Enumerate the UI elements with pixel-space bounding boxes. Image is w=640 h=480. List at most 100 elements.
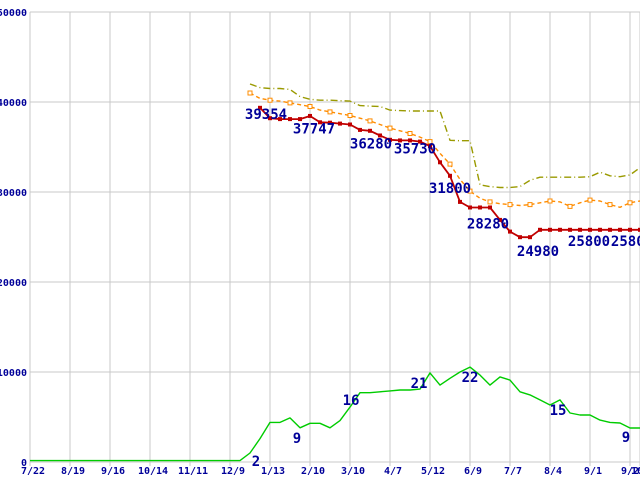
data-point-marker xyxy=(408,138,412,143)
x-axis-tick-label: 12/9 xyxy=(221,466,245,477)
data-point-marker xyxy=(287,100,293,106)
data-point-marker xyxy=(538,227,542,232)
data-point-marker xyxy=(307,104,313,109)
data-point-marker xyxy=(458,199,462,204)
data-value-label: 25800 xyxy=(568,234,610,250)
data-point-marker xyxy=(508,229,512,234)
olive-dashdot-line xyxy=(249,83,640,189)
data-point-marker xyxy=(598,227,602,232)
x-axis-tick-label: 9/29 xyxy=(621,466,640,477)
data-point-marker xyxy=(347,113,353,118)
data-point-marker xyxy=(518,235,522,240)
y-axis-tick-label: 10000 xyxy=(0,368,27,379)
x-axis-tick-label: 7/22 xyxy=(21,466,45,477)
data-point-marker xyxy=(328,120,332,125)
x-axis-tick-label: 4/7 xyxy=(384,466,402,477)
data-point-marker xyxy=(327,109,333,115)
data-value-label: 28280 xyxy=(467,216,509,232)
data-value-label: 25800 xyxy=(611,234,640,250)
data-point-marker xyxy=(607,202,613,208)
data-point-marker xyxy=(527,202,533,208)
data-point-marker xyxy=(608,227,612,232)
y-axis-tick-label: 40000 xyxy=(0,98,27,109)
data-point-marker xyxy=(547,198,553,204)
data-point-marker xyxy=(558,227,562,232)
data-point-marker xyxy=(507,202,513,208)
x-axis-tick-label: 5/12 xyxy=(421,466,445,477)
data-point-marker xyxy=(628,227,632,232)
x-axis-tick-label: 10/14 xyxy=(138,466,168,477)
x-axis-tick-label: 9/1 xyxy=(584,466,602,477)
data-point-marker xyxy=(567,203,573,209)
data-point-marker xyxy=(447,161,453,167)
x-axis-tick-label: 8/19 xyxy=(61,466,85,477)
x-axis-tick-label: 2/10 xyxy=(301,466,325,477)
y-axis-tick-label: 20000 xyxy=(0,278,27,289)
data-point-marker xyxy=(587,197,593,203)
data-point-marker xyxy=(428,144,432,149)
data-point-marker xyxy=(627,200,633,206)
orange-dashed-line xyxy=(249,92,640,209)
gridlines xyxy=(29,11,640,466)
data-point-marker xyxy=(478,205,482,210)
data-point-marker xyxy=(268,116,272,121)
x-axis-tick-label: 7/7 xyxy=(504,466,522,477)
data-value-label: 9 xyxy=(622,430,630,446)
data-point-marker xyxy=(467,188,473,194)
data-value-label: 16 xyxy=(343,393,360,409)
x-axis-tick-label: 11/11 xyxy=(178,466,208,477)
data-point-marker xyxy=(368,128,372,133)
data-point-marker xyxy=(488,205,492,210)
data-value-label: 2 xyxy=(252,454,260,470)
data-point-marker xyxy=(398,138,402,143)
data-point-marker xyxy=(448,173,452,178)
data-value-label: 9 xyxy=(293,431,301,447)
x-axis-tick-label: 9/16 xyxy=(101,466,125,477)
data-point-marker xyxy=(468,205,472,210)
data-point-marker xyxy=(588,227,592,232)
data-point-marker xyxy=(427,139,433,145)
data-value-label: 24980 xyxy=(517,244,559,260)
data-point-marker xyxy=(618,227,622,232)
data-value-label: 22 xyxy=(462,370,479,386)
y-axis-tick-label: 0 xyxy=(21,458,27,469)
data-point-marker xyxy=(438,160,442,165)
data-point-marker xyxy=(318,120,322,125)
data-point-marker xyxy=(548,227,552,232)
data-point-marker xyxy=(367,118,373,124)
data-value-label: 21 xyxy=(411,376,428,392)
data-point-marker xyxy=(378,133,382,138)
data-point-marker xyxy=(528,235,532,240)
data-point-marker xyxy=(568,227,572,232)
data-value-label: 36280 xyxy=(350,136,392,152)
data-point-marker xyxy=(418,139,422,144)
data-point-marker xyxy=(388,137,392,142)
data-point-marker xyxy=(338,121,342,126)
x-axis-tick-label: 1/13 xyxy=(261,466,285,477)
data-point-marker xyxy=(298,117,302,122)
data-value-label: 15 xyxy=(550,403,567,419)
data-point-marker xyxy=(407,131,413,136)
data-point-marker xyxy=(358,127,362,132)
data-value-label: 37747 xyxy=(293,121,335,137)
data-point-marker xyxy=(247,90,253,96)
data-point-marker xyxy=(267,97,273,103)
data-point-marker xyxy=(258,105,262,110)
data-point-marker xyxy=(278,117,282,122)
data-point-marker xyxy=(288,117,292,122)
data-point-marker xyxy=(578,227,582,232)
x-axis-tick-label: 10/6 xyxy=(631,466,640,477)
data-point-marker xyxy=(348,122,352,127)
y-axis-tick-label: 50000 xyxy=(0,8,27,19)
data-value-label: 39354 xyxy=(245,107,287,123)
data-point-marker xyxy=(308,113,312,118)
data-point-marker xyxy=(387,125,393,131)
x-axis-tick-label: 8/4 xyxy=(544,466,562,477)
y-axis-tick-label: 30000 xyxy=(0,188,27,199)
green-solid-line xyxy=(30,366,640,462)
data-point-marker xyxy=(638,227,640,232)
x-axis-tick-label: 6/9 xyxy=(464,466,482,477)
